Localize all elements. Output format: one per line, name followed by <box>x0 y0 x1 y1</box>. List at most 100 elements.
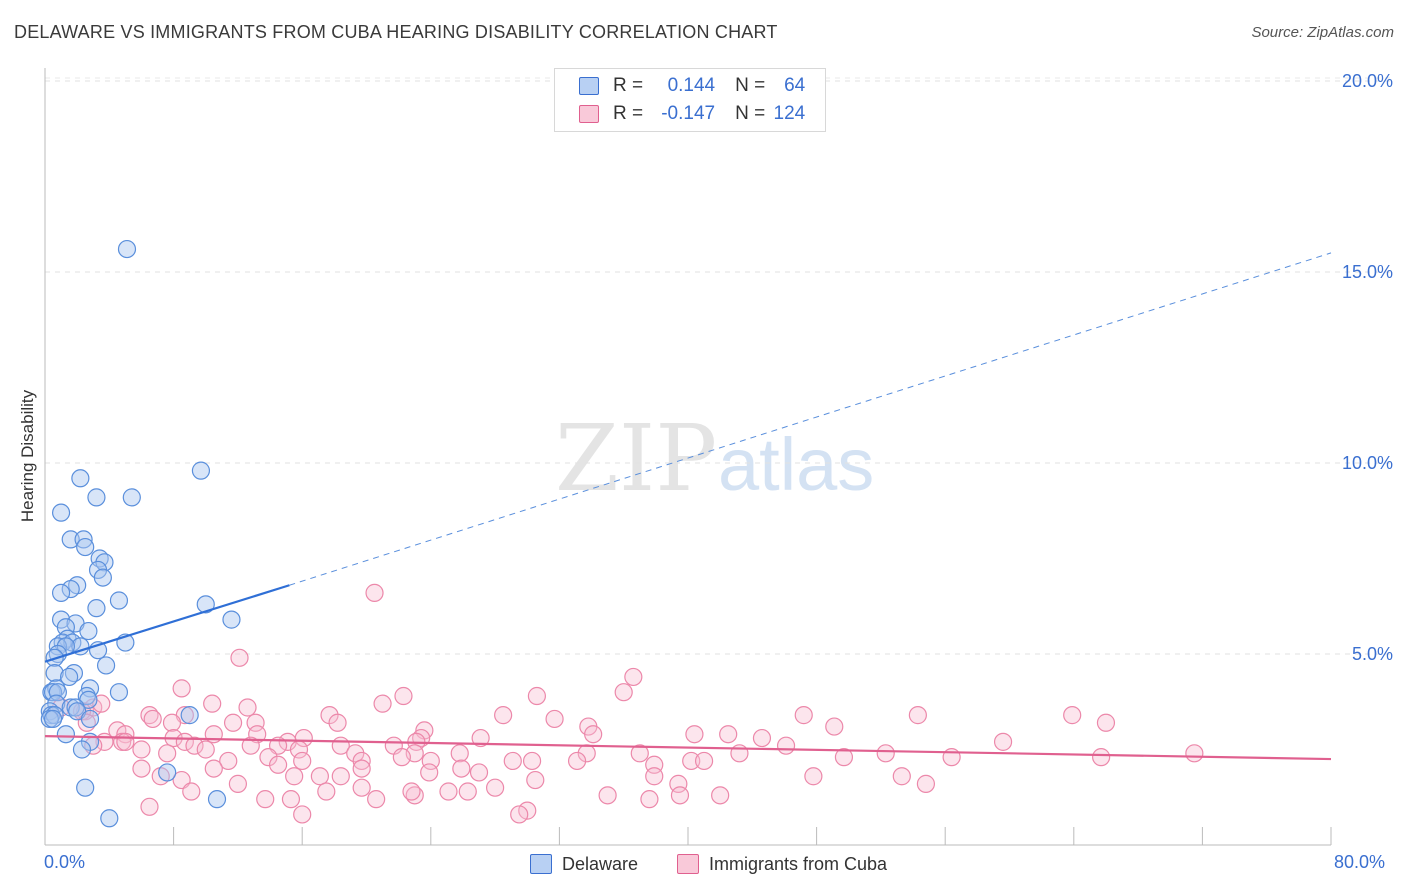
cuba-point <box>993 732 1013 751</box>
cuba-point <box>1096 713 1116 732</box>
delaware-point <box>87 599 106 618</box>
cuba-point <box>256 790 275 809</box>
cuba-point <box>526 770 545 790</box>
delaware-r-value: 0.144 <box>667 75 716 96</box>
cuba-point <box>328 713 347 732</box>
cuba-legend-swatch <box>677 854 699 874</box>
cuba-point <box>367 790 386 809</box>
delaware-point <box>80 709 100 729</box>
cuba-point <box>116 732 135 751</box>
watermark-atlas: atlas <box>718 423 874 506</box>
cuba-point <box>238 698 257 717</box>
n-label: N = <box>735 103 766 124</box>
cuba-point <box>132 740 151 759</box>
source-label: Source: ZipAtlas.com <box>1251 24 1394 41</box>
cuba-point <box>402 782 421 801</box>
cuba-point <box>711 786 730 805</box>
cuba-point <box>876 744 895 763</box>
delaware-legend-swatch <box>530 854 552 874</box>
cuba-point <box>331 767 350 786</box>
cuba-point <box>598 786 617 805</box>
cuba-n-value: 124 <box>773 103 806 124</box>
cuba-point <box>567 751 587 771</box>
delaware-point <box>45 663 64 683</box>
cuba-r-value: -0.147 <box>661 103 716 124</box>
cuba-point <box>317 782 336 801</box>
delaware-point <box>48 683 67 702</box>
cuba-point <box>1092 748 1111 767</box>
delaware-points <box>40 239 241 828</box>
cuba-point <box>293 751 312 771</box>
cuba-point <box>486 778 505 797</box>
cuba-point <box>352 759 371 778</box>
cuba-point <box>241 736 260 755</box>
cuba-point <box>259 748 278 767</box>
cuba-point <box>203 694 222 713</box>
cuba-point <box>219 751 238 771</box>
cuba-point <box>776 736 796 755</box>
delaware-point <box>87 488 106 507</box>
cuba-point <box>352 778 371 797</box>
cuba-point <box>140 797 159 816</box>
cuba-point <box>630 744 649 763</box>
delaware-point <box>71 469 90 488</box>
cuba-point <box>752 728 772 748</box>
cuba-point <box>394 686 413 706</box>
cuba-point <box>640 790 659 809</box>
delaware-point <box>191 461 211 480</box>
r-label: R = <box>613 75 644 96</box>
cuba-point <box>352 751 371 771</box>
legend-row-cuba: R = -0.147 N = 124 <box>579 101 805 127</box>
delaware-point <box>56 618 75 637</box>
cuba-point <box>293 805 312 824</box>
delaware-point <box>96 656 116 675</box>
cuba-point <box>162 713 182 732</box>
bottom-legend-delaware: Delaware <box>530 852 638 876</box>
cuba-point <box>916 774 936 793</box>
cuba-point <box>469 763 489 782</box>
cuba-point <box>908 706 927 725</box>
delaware-point <box>109 683 129 702</box>
watermark: ZIP atlas <box>555 405 874 512</box>
cuba-point <box>182 782 201 801</box>
delaware-point <box>61 530 80 549</box>
y-tick-label: 10.0% <box>1342 453 1393 473</box>
delaware-point <box>158 763 177 782</box>
cuba-point <box>510 805 529 824</box>
y-tick-label: 15.0% <box>1342 262 1393 282</box>
trend-lines <box>44 252 1332 761</box>
delaware-trend-extension <box>289 252 1332 586</box>
legend-row-delaware: R = 0.144 N = 64 <box>579 73 805 99</box>
cuba-point <box>624 667 643 687</box>
cuba-point <box>1063 706 1082 725</box>
cuba-point <box>172 679 191 698</box>
y-tick-label: 5.0% <box>1352 644 1393 664</box>
delaware-point <box>95 553 114 572</box>
delaware-point <box>51 503 71 522</box>
cuba-point <box>132 759 151 778</box>
delaware-point <box>122 488 141 507</box>
cuba-point <box>143 709 162 729</box>
cuba-point <box>452 759 471 778</box>
delaware-point <box>56 725 75 744</box>
delaware-point <box>51 583 71 602</box>
cuba-point <box>392 748 411 767</box>
cuba-point <box>365 583 384 602</box>
cuba-point <box>223 713 243 732</box>
delaware-swatch <box>579 77 599 95</box>
cuba-point <box>204 759 223 778</box>
delaware-point <box>180 706 199 725</box>
cuba-point <box>420 763 439 782</box>
watermark-zip: ZIP <box>555 405 717 512</box>
delaware-trend-line <box>44 584 290 663</box>
cuba-point <box>614 683 633 702</box>
cuba-point <box>346 744 365 763</box>
delaware-point <box>222 610 241 629</box>
cuba-point <box>794 706 813 725</box>
delaware-point <box>71 637 90 656</box>
delaware-point <box>109 591 129 610</box>
cuba-point <box>685 725 704 744</box>
delaware-point <box>196 595 215 614</box>
x-axis-max-label: 80.0% <box>1334 852 1386 872</box>
